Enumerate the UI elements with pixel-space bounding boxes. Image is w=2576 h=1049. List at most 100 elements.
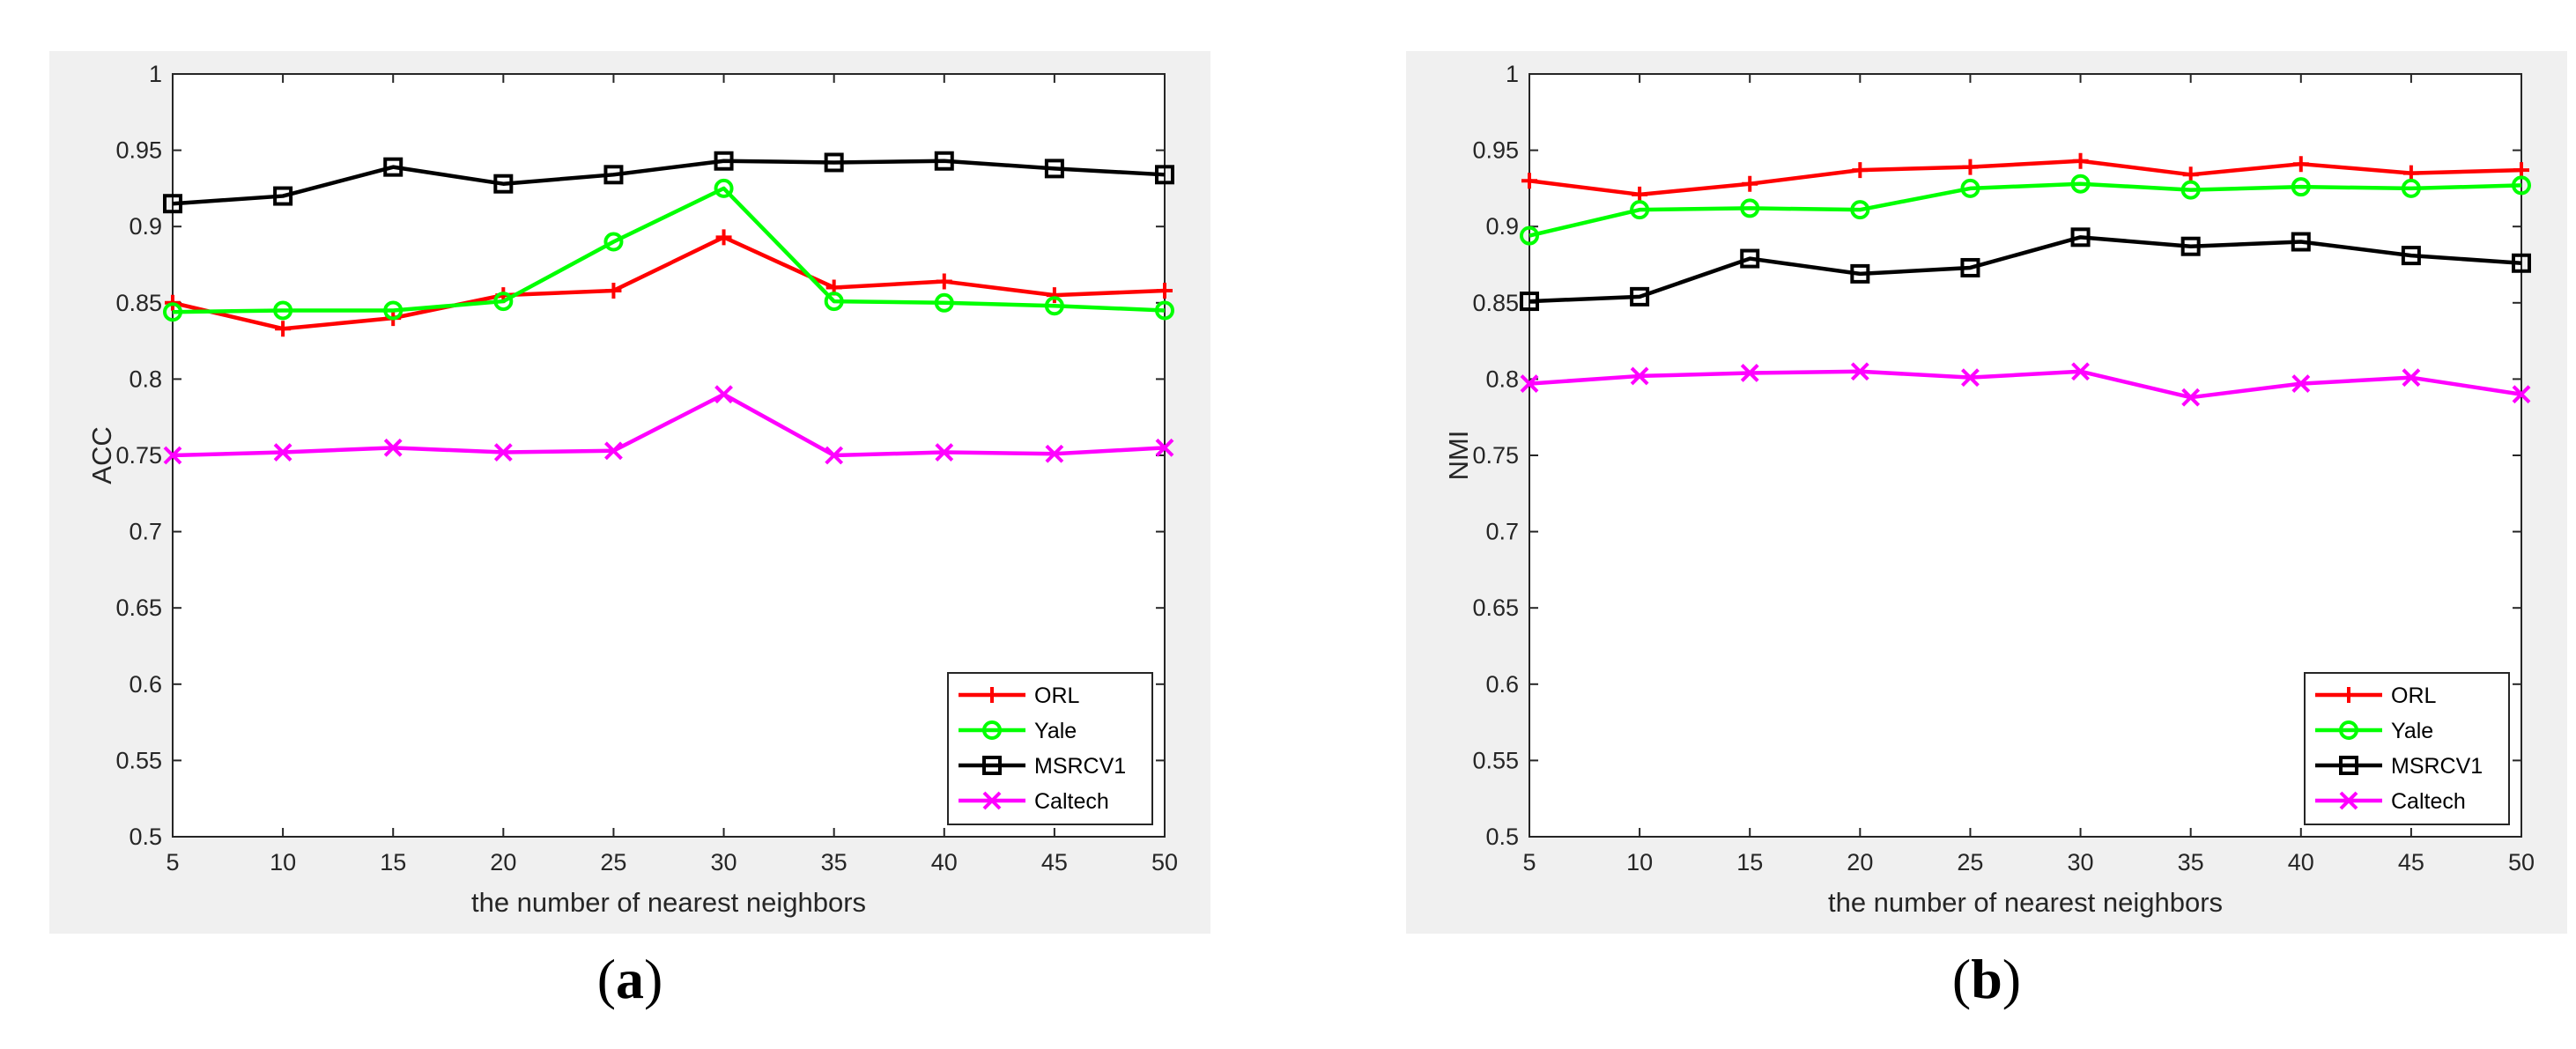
point-caltech-b — [2071, 362, 2090, 381]
legend-box-a — [947, 672, 1153, 825]
line-msrcv1-a — [172, 159, 1166, 206]
point-orl-b — [2072, 152, 2089, 169]
y-tick-label-a: 0.95 — [115, 137, 162, 164]
point-msrcv1-a — [1044, 159, 1064, 179]
point-caltech-b — [1520, 374, 1539, 394]
y-tick-label-b: 0.6 — [1485, 671, 1519, 698]
point-msrcv1-b — [1520, 292, 1539, 312]
x-tick-label-b: 20 — [1847, 849, 1873, 875]
point-orl-b — [2402, 165, 2419, 181]
y-axis-label-b: NMI — [1443, 431, 1474, 481]
series-yale-b — [1520, 174, 2531, 246]
point-msrcv1-b — [1960, 257, 1980, 277]
series-orl-a — [165, 229, 1173, 337]
y-tick-label-b: 0.65 — [1472, 595, 1519, 621]
y-tick-label-a: 0.65 — [115, 595, 162, 621]
line-yale-a — [172, 186, 1166, 314]
point-caltech-a — [604, 441, 623, 461]
axes-box-b — [1529, 73, 2522, 838]
point-yale-b — [1960, 178, 1980, 198]
x-tick-label-b: 10 — [1626, 849, 1653, 875]
x-tick-label-a: 25 — [600, 849, 626, 875]
legend-label-orl-b: ORL — [2391, 683, 2437, 708]
caption-a: (a) — [596, 948, 663, 1010]
x-tick-label-a: 45 — [1041, 849, 1068, 875]
y-tick-label-a: 0.9 — [129, 213, 162, 240]
y-tick-label-a: 0.8 — [129, 366, 162, 392]
point-orl-b — [1742, 175, 1758, 192]
series-caltech-b — [1520, 362, 2531, 407]
point-msrcv1-a — [163, 194, 182, 214]
point-caltech-b — [1630, 366, 1649, 386]
x-axis-label-b: the number of nearest neighbors — [1828, 887, 2223, 918]
point-caltech-a — [1155, 438, 1174, 457]
legend-marker-msrcv1-b — [2339, 756, 2358, 775]
chart-panel-b: 5 10 15 20 25 30 35 40 45 50 0.5 0.55 0.6 0.65 0.7 0.75… — [1406, 51, 2567, 934]
point-msrcv1-b — [1850, 263, 1870, 284]
legend-label-yale-b: Yale — [2391, 719, 2433, 743]
y-tick-label-a: 0.75 — [115, 442, 162, 469]
x-tick-label-b: 15 — [1736, 849, 1763, 875]
point-yale-a — [163, 302, 182, 322]
point-orl-b — [1632, 186, 1648, 203]
point-caltech-a — [493, 443, 513, 462]
point-yale-a — [493, 292, 514, 312]
point-msrcv1-a — [934, 151, 954, 171]
point-caltech-b — [2291, 374, 2311, 394]
point-msrcv1-a — [383, 157, 403, 177]
legend-marker-msrcv1-a — [982, 756, 1002, 775]
y-tick-label-a: 0.85 — [115, 290, 162, 316]
point-yale-a — [714, 178, 734, 198]
legend-label-caltech-b: Caltech — [2391, 789, 2466, 814]
point-yale-a — [273, 300, 293, 321]
point-yale-a — [383, 300, 403, 321]
point-msrcv1-a — [493, 174, 514, 194]
caption-b: (b) — [1951, 948, 2022, 1010]
x-tick-label-a: 5 — [166, 849, 179, 875]
line-yale-b — [1529, 181, 2522, 238]
point-orl-a — [1157, 282, 1173, 299]
point-orl-b — [2182, 166, 2199, 183]
line-msrcv1-b — [1529, 235, 2522, 304]
x-tick-label-b: 35 — [2178, 849, 2204, 875]
x-tick-label-a: 35 — [821, 849, 848, 875]
point-orl-b — [2292, 156, 2309, 173]
y-axis-label-a: ACC — [86, 426, 117, 484]
point-caltech-b — [2181, 388, 2201, 407]
x-tick-label-b: 30 — [2068, 849, 2094, 875]
point-yale-a — [1155, 300, 1174, 321]
y-tick-label-a: 0.7 — [129, 519, 162, 545]
legend-a: ORL Yale MSRCV1 Caltech — [947, 672, 1153, 825]
point-caltech-b — [1740, 364, 1759, 382]
point-yale-b — [1850, 200, 1870, 220]
x-tick-label-b: 40 — [2288, 849, 2314, 875]
x-tick-label-b: 5 — [1522, 849, 1536, 875]
point-yale-b — [1630, 200, 1650, 220]
point-msrcv1-a — [603, 165, 624, 185]
point-orl-a — [605, 282, 622, 299]
point-yale-b — [2291, 177, 2311, 197]
point-caltech-b — [1961, 368, 1980, 388]
series-caltech-a — [163, 385, 1174, 465]
legend-marker-yale-a — [982, 720, 1002, 740]
y-tick-label-a: 0.5 — [129, 824, 162, 850]
point-msrcv1-b — [2070, 227, 2091, 247]
chart-panel-a: 5 10 15 20 25 30 35 40 45 50 0.5 0.55 0.6 0.65 0.7 0.75… — [49, 51, 1210, 934]
point-caltech-b — [2402, 368, 2421, 388]
legend-marker-caltech-b — [2339, 791, 2358, 810]
x-tick-label-b: 50 — [2508, 849, 2535, 875]
x-tick-label-a: 15 — [380, 849, 406, 875]
legend-label-yale-a: Yale — [1034, 719, 1077, 743]
point-yale-a — [934, 292, 954, 313]
point-orl-a — [936, 273, 952, 290]
line-caltech-a — [172, 392, 1166, 458]
y-tick-label-b: 1 — [1506, 61, 1519, 87]
point-caltech-a — [163, 446, 182, 465]
chart-a: 5 10 15 20 25 30 35 40 45 50 0.5 0.55 0.6 0.65 0.7 0.75… — [49, 51, 1210, 934]
point-caltech-a — [935, 443, 954, 462]
y-tick-label-a: 1 — [149, 61, 162, 87]
point-msrcv1-a — [714, 151, 734, 171]
point-yale-b — [1740, 198, 1760, 218]
point-orl-b — [2513, 162, 2529, 179]
point-orl-a — [715, 229, 732, 246]
